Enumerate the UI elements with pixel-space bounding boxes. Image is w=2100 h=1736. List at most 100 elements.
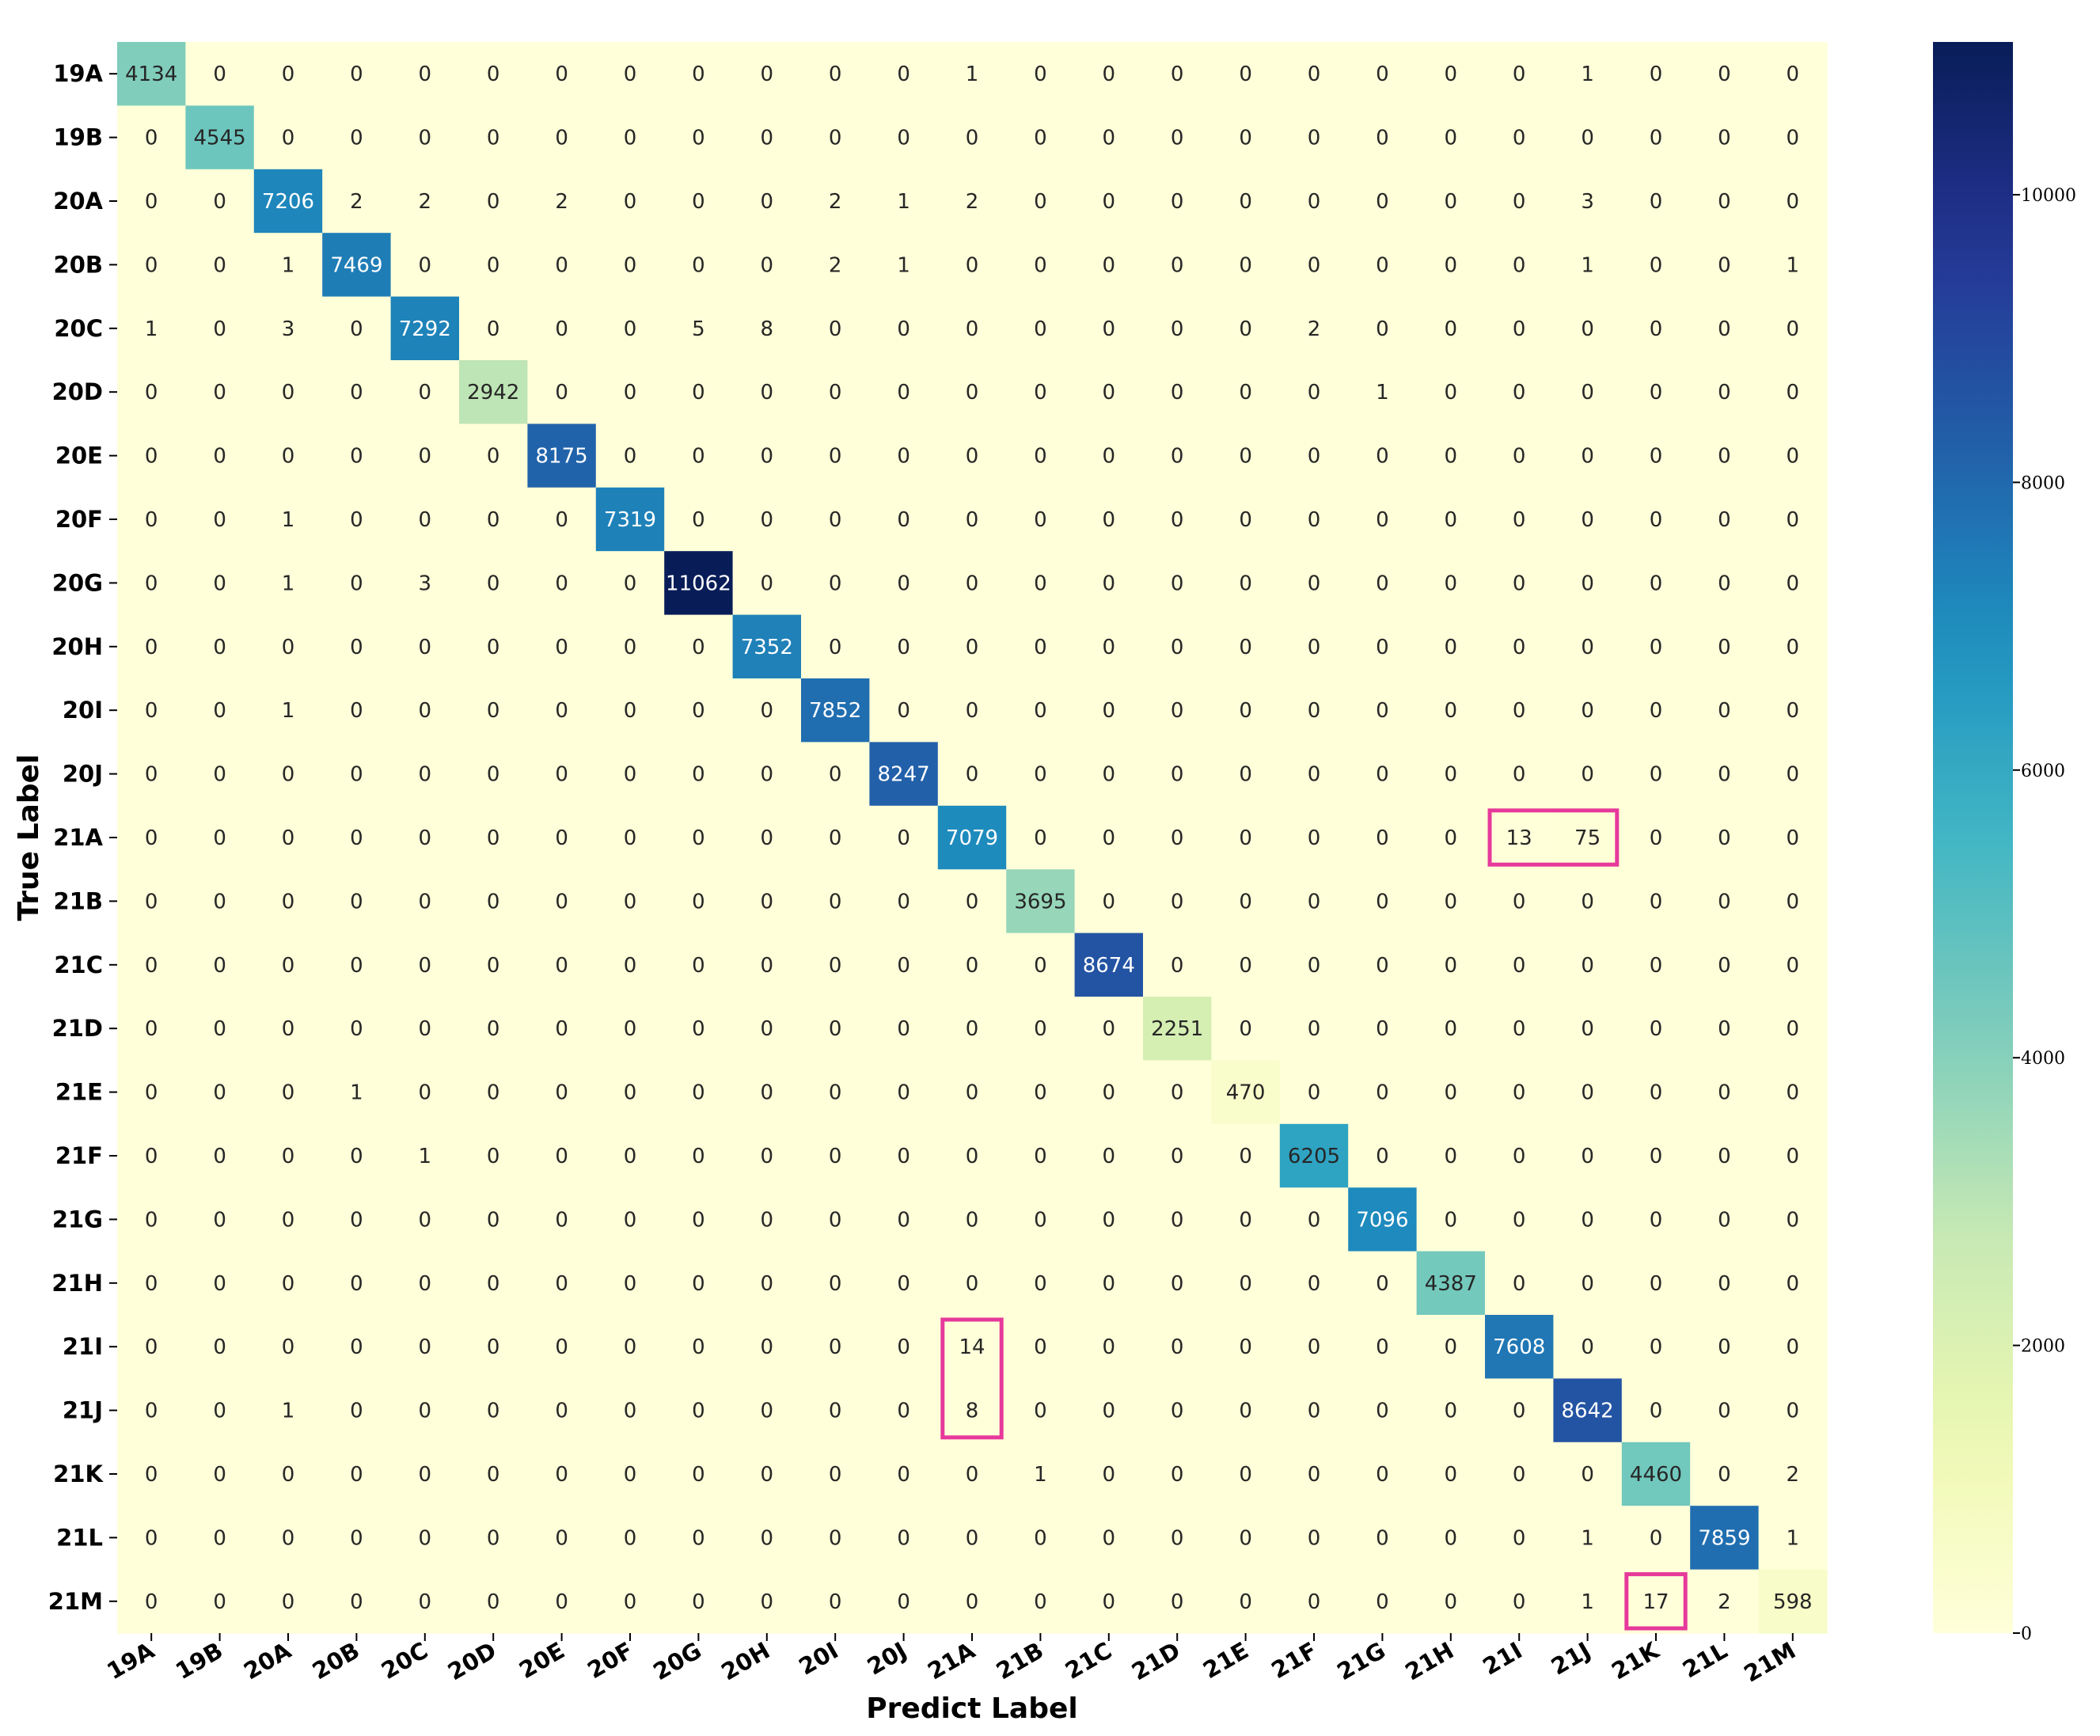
- cell-value-label: 0: [761, 127, 774, 150]
- cell-value-label: 0: [1239, 1335, 1252, 1359]
- heatmap-cell: [1416, 1442, 1486, 1506]
- heatmap-cell: [1758, 1187, 1828, 1252]
- cell-value-label: 0: [555, 572, 568, 595]
- cell-value-label: 0: [419, 636, 432, 659]
- cell-value-label: 0: [829, 826, 842, 850]
- cell-value-label: 0: [555, 317, 568, 341]
- cell-value-label: 0: [487, 1590, 500, 1614]
- cell-value-label: 0: [1171, 1526, 1184, 1550]
- heatmap-cell: [869, 1506, 939, 1571]
- heatmap-cell: [801, 614, 870, 679]
- cell-value-label: 0: [1171, 1335, 1184, 1359]
- cell-value-label: 0: [1034, 253, 1047, 277]
- cell-value-label: 0: [1445, 636, 1458, 659]
- heatmap-cell: [664, 1569, 734, 1634]
- cell-value-label: 3: [282, 317, 295, 341]
- cell-value-label: 0: [213, 636, 226, 659]
- cell-value-label: 0: [761, 508, 774, 532]
- heatmap-cell: [253, 360, 323, 424]
- cell-value-label: 75: [1574, 826, 1601, 850]
- cell-value-label: 0: [829, 445, 842, 469]
- cell-value-label: 0: [1171, 1081, 1184, 1105]
- cell-value-label: 0: [1308, 890, 1321, 914]
- cell-value-label: 0: [1103, 1081, 1116, 1105]
- cell-value-label: 0: [624, 445, 637, 469]
- colorbar-tick-label: 6000: [2021, 762, 2065, 781]
- heatmap-cell: [1211, 1251, 1281, 1316]
- heatmap-cell: [1485, 424, 1554, 488]
- heatmap-cell: [869, 1187, 939, 1252]
- heatmap-cell: [1553, 869, 1623, 934]
- cell-value-label: 0: [966, 1526, 979, 1550]
- heatmap-cell: [527, 614, 597, 679]
- cell-value-label: 0: [966, 317, 979, 341]
- heatmap-cell: [595, 233, 665, 298]
- heatmap-cell: [664, 360, 734, 424]
- cell-value-label: 0: [692, 636, 705, 659]
- cell-value-label: 0: [829, 636, 842, 659]
- cell-value-label: 0: [1239, 190, 1252, 214]
- cell-value-label: 0: [350, 317, 363, 341]
- heatmap-cell: [1416, 424, 1486, 488]
- heatmap-cell: [1074, 42, 1144, 106]
- heatmap-cell: [527, 424, 597, 488]
- cell-value-label: 0: [1103, 1145, 1116, 1168]
- cell-value-label: 0: [761, 1335, 774, 1359]
- cell-value-label: 0: [966, 381, 979, 405]
- heatmap-cell: [937, 424, 1007, 488]
- cell-value-label: 0: [1308, 572, 1321, 595]
- cell-value-label: 0: [624, 1590, 637, 1614]
- heatmap-cell: [1553, 487, 1623, 552]
- heatmap-cell: [322, 1442, 392, 1506]
- cell-value-label: 0: [1718, 1335, 1731, 1359]
- cell-value-label: 0: [829, 317, 842, 341]
- heatmap-cell: [801, 742, 870, 807]
- heatmap-cell: [595, 169, 665, 234]
- heatmap-cell: [1758, 678, 1828, 743]
- cell-value-label: 0: [692, 63, 705, 86]
- heatmap-cell: [1553, 1378, 1623, 1443]
- cell-value-label: 0: [692, 763, 705, 787]
- heatmap-cell: [390, 742, 460, 807]
- heatmap-cell: [1074, 933, 1144, 997]
- heatmap-cell: [1279, 805, 1349, 870]
- cell-value-label: 1: [350, 1081, 363, 1105]
- cell-value-label: 0: [1650, 190, 1663, 214]
- cell-value-label: 0: [1513, 381, 1526, 405]
- heatmap-cell: [117, 1251, 186, 1316]
- cell-value-label: 0: [1034, 763, 1047, 787]
- cell-value-label: 0: [966, 763, 979, 787]
- heatmap-cell: [1348, 105, 1418, 170]
- cell-value-label: 0: [1787, 954, 1800, 978]
- heatmap-cell: [1279, 487, 1349, 552]
- cell-value-label: 0: [350, 699, 363, 723]
- heatmap-cell: [527, 997, 597, 1061]
- y-tick-label: 20D: [52, 378, 103, 405]
- cell-value-label: 0: [1787, 1081, 1800, 1105]
- cell-value-label: 0: [1171, 954, 1184, 978]
- heatmap-cell: [1143, 233, 1212, 298]
- heatmap-cell: [117, 233, 186, 298]
- cell-value-label: 0: [282, 826, 295, 850]
- cell-value-label: 0: [145, 954, 158, 978]
- colorbar-tick-label: 0: [2021, 1624, 2032, 1644]
- cell-value-label: 14: [959, 1335, 985, 1359]
- heatmap-cell: [595, 1569, 665, 1634]
- cell-value-label: 0: [145, 1272, 158, 1296]
- cell-value-label: 0: [829, 1208, 842, 1232]
- heatmap-cell: [322, 1187, 392, 1252]
- cell-value-label: 0: [282, 1081, 295, 1105]
- cell-value-label: 0: [1650, 1335, 1663, 1359]
- heatmap-cell: [185, 1251, 255, 1316]
- cell-value-label: 0: [1239, 1145, 1252, 1168]
- heatmap-cell: [1690, 487, 1760, 552]
- cell-value-label: 0: [1376, 127, 1389, 150]
- heatmap-cell: [801, 805, 870, 870]
- cell-value-label: 0: [1239, 1463, 1252, 1487]
- cell-value-label: 0: [555, 1590, 568, 1614]
- cell-value-label: 0: [1650, 127, 1663, 150]
- cell-value-label: 0: [1581, 1017, 1594, 1041]
- cell-value-label: 1: [1581, 1526, 1594, 1550]
- cell-value-label: 0: [1718, 954, 1731, 978]
- cell-value-label: 0: [1718, 1272, 1731, 1296]
